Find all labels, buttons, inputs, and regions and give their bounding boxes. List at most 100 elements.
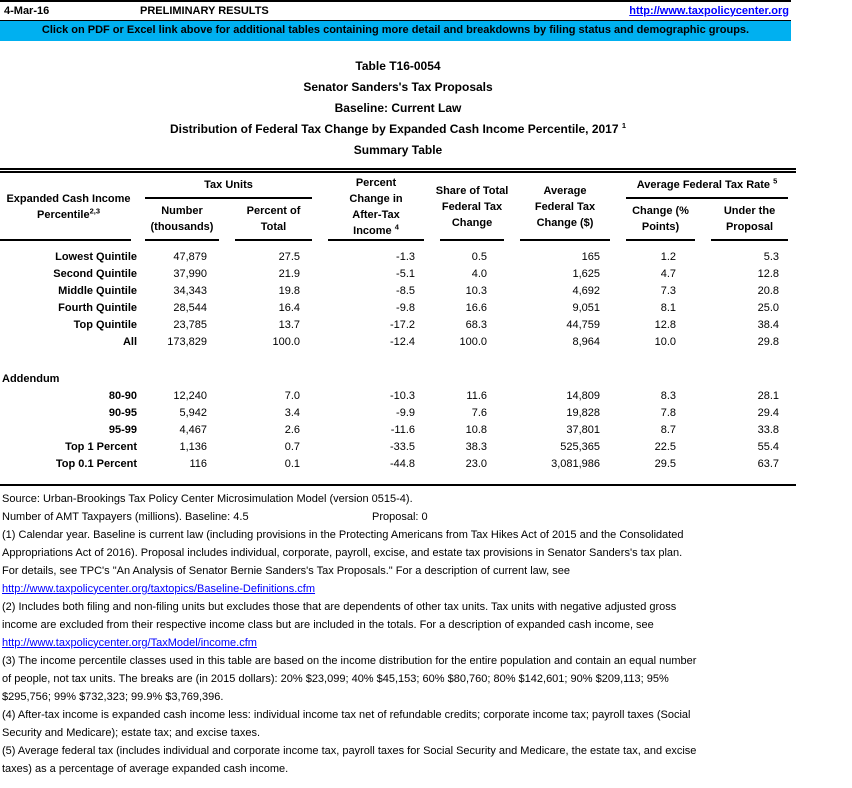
row-label: Lowest Quintile xyxy=(55,250,137,263)
cell: 5.3 xyxy=(763,250,780,263)
cell: 34,343 xyxy=(173,284,207,297)
cell: 0.7 xyxy=(284,440,301,453)
cell: 12,240 xyxy=(173,389,207,402)
cell: 23,785 xyxy=(173,318,207,331)
header-number-thousands: Number (thousands) xyxy=(137,199,227,241)
cell: 8.1 xyxy=(660,301,677,314)
cell: 55.4 xyxy=(757,440,780,453)
footnote-5-line: (5) Average federal tax (includes indivi… xyxy=(2,744,697,757)
footnote-1-line: (1) Calendar year. Baseline is current l… xyxy=(2,528,684,541)
footnote-2-line: income are excluded from their respectiv… xyxy=(2,618,654,631)
cell: 7.8 xyxy=(660,406,677,419)
date-label: 4-Mar-16 xyxy=(4,4,50,17)
footnote-2-line: (2) Includes both filing and non-filing … xyxy=(2,600,677,613)
cell: 10.8 xyxy=(465,423,488,436)
cell: 37,801 xyxy=(566,423,601,436)
baseline-title: Baseline: Current Law xyxy=(334,101,462,115)
footnote-4-line: (4) After-tax income is expanded cash in… xyxy=(2,708,691,721)
cell: 68.3 xyxy=(465,318,488,331)
cell: 5,942 xyxy=(179,406,207,419)
cell: 29.5 xyxy=(654,457,677,470)
cell: 3.4 xyxy=(284,406,301,419)
cell: -44.8 xyxy=(389,457,416,470)
cell: -17.2 xyxy=(389,318,416,331)
cell: -33.5 xyxy=(389,440,416,453)
header-percent-change-after-tax-income: Percent Change in After-Tax Income 4 xyxy=(320,171,432,241)
table-row: Fourth Quintile 28,544 16.4 -9.8 16.6 9,… xyxy=(0,300,796,317)
table-number-title: Table T16-0054 xyxy=(355,59,441,73)
cell: -5.1 xyxy=(396,267,416,280)
header-group-tax-units: Tax Units xyxy=(137,171,320,199)
footnote-3-line: $295,756; 99% $732,323; 99.9% $3,769,396… xyxy=(2,690,224,703)
cell: -9.9 xyxy=(396,406,416,419)
cell: 33.8 xyxy=(757,423,780,436)
cell: 38.4 xyxy=(757,318,780,331)
header-underline xyxy=(520,238,611,241)
header-rate-change-points: Change (% Points) xyxy=(618,199,703,241)
cell: 7.6 xyxy=(471,406,488,419)
cell: 12.8 xyxy=(757,267,780,280)
cell: 21.9 xyxy=(278,267,301,280)
cell: 10.0 xyxy=(654,335,677,348)
cell: 100.0 xyxy=(272,335,301,348)
row-label: All xyxy=(122,335,137,348)
table-row-all: All 173,829 100.0 -12.4 100.0 8,964 10.0… xyxy=(0,334,796,351)
taxpolicycenter-link[interactable]: http://www.taxpolicycenter.org xyxy=(629,4,789,17)
cell: 38.3 xyxy=(465,440,488,453)
footnote-1-line: For details, see TPC's "An Analysis of S… xyxy=(2,564,570,577)
header-underline xyxy=(711,238,789,241)
cell: 47,879 xyxy=(173,250,207,263)
table-row: 90-95 5,942 3.4 -9.9 7.6 19,828 7.8 29.4 xyxy=(0,405,796,422)
table-row: Middle Quintile 34,343 19.8 -8.5 10.3 4,… xyxy=(0,283,796,300)
header-average-federal-tax-change: Average Federal Tax Change ($) xyxy=(512,171,618,241)
cell: 1,136 xyxy=(179,440,207,453)
row-label: Top 0.1 Percent xyxy=(55,457,137,470)
footnote-5-line: taxes) as a percentage of average expand… xyxy=(2,762,289,775)
cell: 2.6 xyxy=(284,423,301,436)
cell: -11.6 xyxy=(390,423,416,436)
cell: 4.0 xyxy=(471,267,488,280)
preliminary-results-label: PRELIMINARY RESULTS xyxy=(140,4,269,17)
cell: -12.4 xyxy=(389,335,416,348)
cell: 29.4 xyxy=(757,406,780,419)
header-group-average-federal-tax-rate: Average Federal Tax Rate 5 xyxy=(618,171,796,199)
footnote-3-line: (3) The income percentile classes used i… xyxy=(2,654,697,667)
cell: 22.5 xyxy=(654,440,677,453)
cell: 27.5 xyxy=(278,250,301,263)
cell: 4.7 xyxy=(660,267,677,280)
cell: 14,809 xyxy=(566,389,601,402)
info-banner: Click on PDF or Excel link above for add… xyxy=(0,21,791,41)
cell: 16.4 xyxy=(278,301,301,314)
cell: 11.6 xyxy=(466,389,488,402)
cell: 100.0 xyxy=(459,335,488,348)
cell: 37,990 xyxy=(173,267,207,280)
baseline-definitions-link[interactable]: http://www.taxpolicycenter.org/taxtopics… xyxy=(2,582,316,595)
table-row: Top 0.1 Percent 116 0.1 -44.8 23.0 3,081… xyxy=(0,456,796,473)
cell: 13.7 xyxy=(278,318,301,331)
cell: 12.8 xyxy=(654,318,677,331)
header-under-the-proposal: Under the Proposal xyxy=(703,199,796,241)
cell: 28,544 xyxy=(173,301,207,314)
cell: 23.0 xyxy=(465,457,488,470)
row-label: Middle Quintile xyxy=(58,284,137,297)
cell: -1.3 xyxy=(396,250,416,263)
cell: 8.3 xyxy=(660,389,677,402)
summary-table-title: Summary Table xyxy=(353,143,443,157)
cell: 19.8 xyxy=(278,284,301,297)
row-label: Fourth Quintile xyxy=(58,301,137,314)
cell: 10.3 xyxy=(465,284,488,297)
row-label: 80-90 xyxy=(108,389,137,402)
cell: 7.3 xyxy=(660,284,677,297)
amt-proposal-value: Proposal: 0 xyxy=(372,510,428,523)
header-share-of-total-federal-tax-change: Share of Total Federal Tax Change xyxy=(432,171,512,241)
footnotes: Source: Urban-Brookings Tax Policy Cente… xyxy=(0,490,850,778)
distribution-title: Distribution of Federal Tax Change by Ex… xyxy=(169,121,627,136)
cell: 525,365 xyxy=(560,440,601,453)
table-row: Second Quintile 37,990 21.9 -5.1 4.0 1,6… xyxy=(0,266,796,283)
proposal-title: Senator Sanders's Tax Proposals xyxy=(303,80,493,94)
row-label: 90-95 xyxy=(108,406,137,419)
cell: 9,051 xyxy=(572,301,601,314)
spacer xyxy=(0,473,796,485)
cell: 28.1 xyxy=(757,389,780,402)
income-definition-link[interactable]: http://www.taxpolicycenter.org/TaxModel/… xyxy=(2,636,257,649)
